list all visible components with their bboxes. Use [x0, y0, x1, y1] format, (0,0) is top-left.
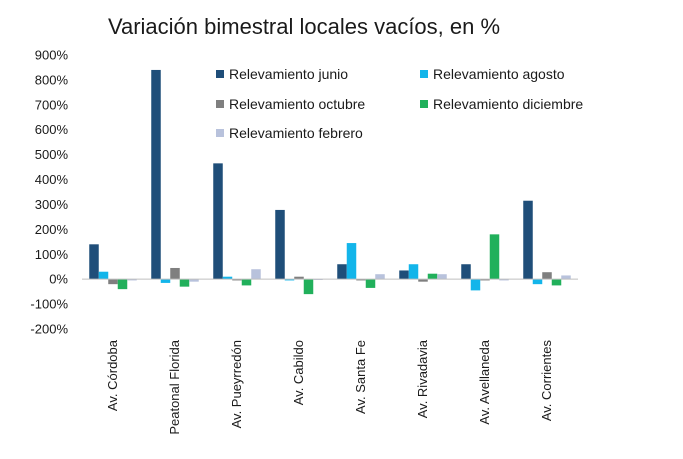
- legend: Relevamiento junio Relevamiento agosto Rel…: [216, 66, 583, 141]
- bar: [232, 279, 242, 281]
- y-tick-label: 300%: [35, 197, 69, 212]
- bar: [170, 267, 180, 280]
- x-tick-label: Av. Córdoba: [105, 339, 120, 411]
- legend-label: Relevamiento agosto: [433, 66, 565, 82]
- bar: [427, 273, 438, 280]
- bar: [303, 279, 314, 295]
- bar: [489, 234, 500, 280]
- x-tick-label: Av. Rivadavia: [415, 339, 430, 418]
- x-tick-label: Av. Santa Fe: [353, 340, 368, 414]
- x-axis: Av. Córdoba Peatonal Florida Av. Pueyrredó…: [105, 339, 554, 434]
- bar: [222, 276, 233, 280]
- chart-title: Variación bimestral locales vacíos, en %: [107, 14, 501, 39]
- bar: [408, 264, 419, 280]
- bar: [346, 243, 357, 280]
- y-axis: -200% -100% 0% 100% 200% 300% 400% 500% 600% 700%…: [30, 48, 68, 337]
- bar: [213, 163, 223, 280]
- x-tick-label: Av. Pueyrredón: [229, 340, 244, 428]
- bar: [480, 279, 490, 281]
- y-tick-label: 700%: [35, 97, 69, 112]
- bar: [151, 69, 161, 280]
- legend-swatch: [420, 70, 428, 78]
- y-tick-label: -200%: [30, 322, 68, 337]
- bar: [179, 279, 190, 287]
- bar: [365, 279, 376, 288]
- bar: [551, 279, 562, 286]
- x-tick-label: Av. Cabildo: [291, 340, 306, 405]
- bar: [337, 264, 347, 280]
- legend-label: Relevamiento diciembre: [433, 96, 583, 112]
- legend-label: Relevamiento octubre: [229, 96, 365, 112]
- y-tick-label: 100%: [35, 247, 69, 262]
- bar: [461, 264, 471, 280]
- bar: [375, 274, 385, 280]
- legend-label: Relevamiento junio: [229, 66, 348, 82]
- bar: [523, 200, 533, 280]
- bar: [418, 279, 428, 282]
- bar: [356, 279, 366, 281]
- y-tick-label: 900%: [35, 48, 69, 63]
- bar: [542, 272, 552, 280]
- legend-swatch: [216, 129, 224, 137]
- x-tick-label: Peatonal Florida: [167, 339, 182, 434]
- y-tick-label: -100%: [30, 297, 68, 312]
- y-tick-label: 600%: [35, 122, 69, 137]
- legend-swatch: [216, 100, 224, 108]
- bar: [275, 209, 285, 280]
- bar: [189, 279, 199, 282]
- y-tick-label: 400%: [35, 172, 69, 187]
- bar: [561, 275, 571, 280]
- legend-swatch: [420, 100, 428, 108]
- bar: [437, 274, 447, 280]
- bar: [251, 269, 261, 280]
- bar: [532, 279, 543, 285]
- x-tick-label: Av. Corrientes: [539, 340, 554, 422]
- y-tick-label: 800%: [35, 72, 69, 87]
- y-tick-label: 500%: [35, 147, 69, 162]
- bar: [499, 279, 509, 281]
- bar: [160, 279, 171, 283]
- x-tick-label: Av. Avellaneda: [477, 339, 492, 424]
- bar: [399, 270, 409, 280]
- bar: [98, 271, 109, 280]
- bar: [241, 279, 252, 286]
- bar: [284, 279, 295, 281]
- legend-swatch: [216, 70, 224, 78]
- bar: [294, 276, 304, 280]
- bar: [117, 279, 128, 290]
- bar: [127, 279, 137, 281]
- bar: [470, 279, 481, 291]
- bars: [89, 69, 571, 295]
- legend-label: Relevamiento febrero: [229, 125, 363, 141]
- bar: [108, 279, 118, 285]
- bar: [89, 244, 99, 280]
- y-tick-label: 0%: [49, 272, 68, 287]
- y-tick-label: 200%: [35, 222, 69, 237]
